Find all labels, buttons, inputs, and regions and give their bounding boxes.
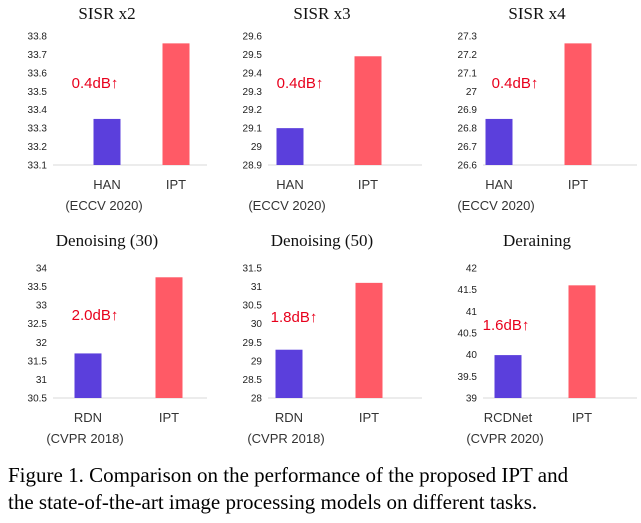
- chart-6-bar-ipt: [568, 285, 596, 398]
- chart-2-category-label: HAN: [276, 177, 303, 192]
- chart-5-y-tick-label: 29.5: [243, 338, 263, 349]
- chart-6-y-tick-label: 41: [466, 307, 478, 318]
- chart-3-category-label: HAN: [485, 177, 512, 192]
- chart-6-y-tick-label: 39: [466, 394, 478, 405]
- chart-5-bar-rdn: [275, 349, 303, 398]
- chart-4-y-tick-label: 32.5: [28, 319, 48, 330]
- chart-1-y-tick-label: 33.1: [28, 161, 48, 172]
- caption-line-1: Figure 1. Comparison on the performance …: [8, 463, 569, 487]
- chart-2-category-label: IPT: [358, 177, 378, 192]
- chart-1-category-label: IPT: [166, 177, 186, 192]
- chart-5-bar-ipt: [355, 282, 383, 398]
- chart-2-y-tick-label: 29.6: [243, 32, 263, 43]
- chart-6-y-tick-label: 40.5: [458, 329, 478, 340]
- chart-1-gain-annotation: 0.4dB↑: [72, 75, 119, 92]
- caption-line-2: the state-of-the-art image processing mo…: [8, 490, 538, 514]
- chart-3-y-tick-label: 27.3: [458, 32, 478, 43]
- chart-6-bar-rcdnet: [494, 355, 522, 398]
- chart-2-y-tick-label: 29.1: [243, 124, 263, 135]
- chart-1-y-tick-label: 33.2: [28, 142, 48, 153]
- chart-5-category-label: RDN: [275, 410, 303, 425]
- chart-4-y-tick-label: 31: [36, 375, 48, 386]
- chart-3-bar-han: [485, 118, 513, 165]
- chart-1-y-tick-label: 33.3: [28, 124, 48, 135]
- chart-4-y-tick-label: 32: [36, 338, 48, 349]
- chart-3-bar-ipt: [564, 43, 592, 165]
- chart-4-category-label: RDN: [74, 410, 102, 425]
- chart-2-y-tick-label: 29.3: [243, 87, 263, 98]
- chart-1-title: SISR x2: [78, 4, 135, 23]
- chart-5-category-label: IPT: [359, 410, 379, 425]
- chart-1-y-tick-label: 33.5: [28, 87, 48, 98]
- chart-6-category-sublabel: (CVPR 2020): [466, 431, 543, 446]
- chart-3-y-tick-label: 26.9: [458, 105, 478, 116]
- chart-1-y-tick-label: 33.6: [28, 68, 48, 79]
- figure-caption: Figure 1. Comparison on the performance …: [8, 462, 638, 516]
- chart-1-category-label: HAN: [93, 177, 120, 192]
- chart-6-y-tick-label: 41.5: [458, 285, 478, 296]
- chart-6-y-tick-label: 42: [466, 264, 478, 275]
- chart-3-y-tick-label: 27.2: [458, 50, 478, 61]
- chart-1-y-tick-label: 33.4: [28, 105, 48, 116]
- chart-3-y-tick-label: 26.8: [458, 124, 478, 135]
- chart-1-category-sublabel: (ECCV 2020): [65, 198, 142, 213]
- chart-4-y-tick-label: 33: [36, 301, 48, 312]
- chart-2-y-tick-label: 29.2: [243, 105, 263, 116]
- chart-6-y-tick-label: 39.5: [458, 372, 478, 383]
- chart-6-title: Deraining: [503, 231, 571, 250]
- chart-4-y-tick-label: 31.5: [28, 356, 48, 367]
- chart-1-y-tick-label: 33.7: [28, 50, 48, 61]
- chart-3-gain-annotation: 0.4dB↑: [492, 75, 539, 92]
- chart-4-category-sublabel: (CVPR 2018): [46, 431, 123, 446]
- chart-6-category-label: IPT: [572, 410, 592, 425]
- chart-3-category-sublabel: (ECCV 2020): [457, 198, 534, 213]
- chart-5-gain-annotation: 1.8dB↑: [271, 309, 318, 326]
- chart-5-y-tick-label: 30: [251, 319, 263, 330]
- chart-6-gain-annotation: 1.6dB↑: [483, 317, 530, 334]
- chart-2-y-tick-label: 29.4: [243, 68, 263, 79]
- chart-5-y-tick-label: 28: [251, 394, 263, 405]
- chart-4-title: Denoising (30): [56, 231, 158, 250]
- chart-5-y-tick-label: 28.5: [243, 375, 263, 386]
- chart-4-bar-ipt: [155, 277, 183, 398]
- chart-4-y-tick-label: 33.5: [28, 282, 48, 293]
- chart-4-category-label: IPT: [159, 410, 179, 425]
- chart-2-category-sublabel: (ECCV 2020): [248, 198, 325, 213]
- chart-6-category-label: RCDNet: [484, 410, 533, 425]
- chart-1-bar-han: [93, 118, 121, 165]
- chart-2-y-tick-label: 28.9: [243, 161, 263, 172]
- chart-3-y-tick-label: 27: [466, 87, 478, 98]
- benchmark-bar-charts: SISR x2 33.1 33.2 33.3 33.4 33.5 33.6 33.7 33.8 H…: [28, 4, 637, 446]
- chart-2-y-tick-label: 29.5: [243, 50, 263, 61]
- chart-1-y-tick-label: 33.8: [28, 32, 48, 43]
- chart-5-y-tick-label: 29: [251, 356, 263, 367]
- chart-3-y-tick-label: 27.1: [458, 68, 478, 79]
- chart-5-y-tick-label: 31: [251, 282, 263, 293]
- chart-4-bar-rdn: [74, 353, 102, 398]
- chart-2-gain-annotation: 0.4dB↑: [277, 75, 324, 92]
- chart-3-title: SISR x4: [508, 4, 566, 23]
- chart-3-y-tick-label: 26.7: [458, 142, 478, 153]
- chart-5-y-tick-label: 30.5: [243, 301, 263, 312]
- chart-2-title: SISR x3: [293, 4, 350, 23]
- chart-4-y-tick-label: 30.5: [28, 394, 48, 405]
- chart-3-category-label: IPT: [568, 177, 588, 192]
- chart-2-bar-ipt: [354, 56, 382, 166]
- chart-5-title: Denoising (50): [271, 231, 373, 250]
- chart-2-y-tick-label: 29: [251, 142, 263, 153]
- chart-5-y-tick-label: 31.5: [243, 264, 263, 275]
- chart-4-gain-annotation: 2.0dB↑: [72, 307, 119, 324]
- chart-2-bar-han: [276, 128, 304, 165]
- chart-4-y-tick-label: 34: [36, 264, 48, 275]
- chart-3-y-tick-label: 26.6: [458, 161, 478, 172]
- chart-5-category-sublabel: (CVPR 2018): [247, 431, 324, 446]
- chart-1-bar-ipt: [162, 43, 190, 165]
- chart-6-y-tick-label: 40: [466, 350, 478, 361]
